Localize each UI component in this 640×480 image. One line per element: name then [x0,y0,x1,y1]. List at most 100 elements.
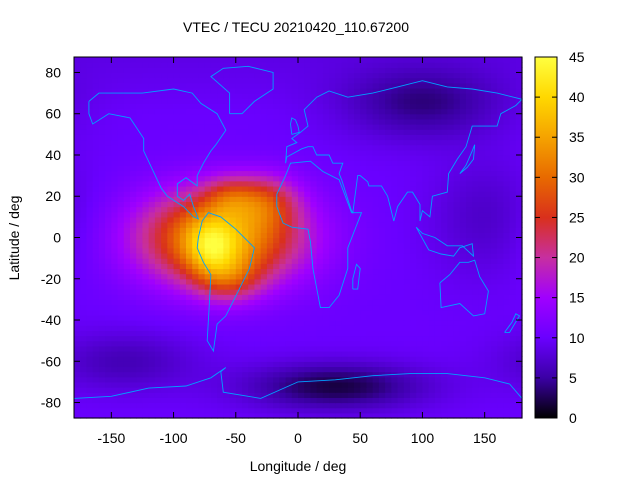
heatmap-cell [148,407,156,414]
heatmap-cell [260,304,268,311]
heatmap-cell [142,402,150,409]
heatmap-cell [316,118,324,125]
heatmap-cell [490,304,498,311]
heatmap-cell [397,335,405,342]
heatmap-cell [291,170,299,177]
heatmap-cell [410,154,417,161]
heatmap-cell [235,387,243,393]
heatmap-cell [86,289,94,295]
heatmap-cell [291,82,299,89]
heatmap-cell [192,412,200,419]
heatmap-cell [210,371,218,378]
heatmap-cell [484,77,492,84]
heatmap-cell [422,160,430,166]
heatmap-cell [242,124,249,130]
heatmap-cell [416,129,424,135]
heatmap-cell [248,361,256,368]
heatmap-cell [459,366,467,373]
heatmap-cell [354,278,361,285]
heatmap-cell [304,268,312,275]
heatmap-cell [447,356,455,362]
heatmap-cell [490,376,498,383]
heatmap-cell [360,160,368,166]
heatmap-cell [142,392,150,398]
heatmap-cell [167,278,175,285]
heatmap-cell [74,335,81,342]
heatmap-cell [123,330,131,337]
heatmap-cell [74,191,81,197]
heatmap-cell [422,294,430,300]
heatmap-cell [322,154,330,161]
heatmap-cell [254,180,262,187]
heatmap-cell [235,103,243,110]
heatmap-cell [130,252,137,259]
heatmap-cell [385,335,392,342]
heatmap-cell [434,67,442,74]
heatmap-cell [441,232,448,239]
heatmap-cell [434,330,442,337]
heatmap-cell [105,232,112,239]
heatmap-cell [235,320,243,326]
heatmap-cell [403,299,411,306]
heatmap-cell [310,124,318,130]
heatmap-cell [167,335,175,342]
heatmap-cell [354,144,361,151]
heatmap-cell [316,387,324,393]
heatmap-cell [117,361,125,368]
heatmap-cell [509,263,517,270]
heatmap-cell [497,62,504,68]
heatmap-cell [186,232,193,239]
heatmap-cell [273,345,280,352]
heatmap-cell [310,335,318,342]
heatmap-cell [123,268,131,275]
heatmap-cell [441,72,448,79]
heatmap-cell [478,325,486,331]
heatmap-cell [105,227,112,233]
heatmap-cell [229,340,237,347]
heatmap-cell [198,134,206,141]
heatmap-cell [416,273,424,280]
heatmap-cell [410,93,417,99]
heatmap-cell [397,366,405,373]
heatmap-cell [322,62,330,68]
heatmap-cell [434,124,442,130]
heatmap-cell [372,402,380,409]
heatmap-cell [347,154,355,161]
heatmap-cell [167,366,175,373]
heatmap-cell [484,113,492,120]
heatmap-cell [304,392,312,398]
heatmap-cell [273,232,280,239]
heatmap-cell [217,211,224,218]
heatmap-cell [322,185,330,192]
heatmap-cell [360,345,368,352]
heatmap-cell [98,273,106,280]
heatmap-cell [416,67,424,74]
heatmap-cell [497,175,504,182]
heatmap-cell [434,180,442,187]
heatmap-cell [105,222,112,228]
heatmap-cell [179,191,187,197]
heatmap-cell [403,340,411,347]
heatmap-cell [434,304,442,311]
heatmap-cell [142,149,150,156]
heatmap-cell [329,206,336,213]
heatmap-cell [472,381,480,388]
heatmap-cell [167,320,175,326]
heatmap-cell [204,376,212,383]
heatmap-cell [304,87,312,94]
heatmap-cell [341,361,349,368]
heatmap-cell [447,237,455,244]
heatmap-cell [316,196,324,202]
heatmap-cell [441,263,448,270]
heatmap-cell [453,237,461,244]
heatmap-cell [490,371,498,378]
heatmap-cell [285,98,293,105]
heatmap-cell [235,206,243,213]
heatmap-cell [136,361,144,368]
heatmap-cell [434,82,442,89]
heatmap-cell [80,160,88,166]
heatmap-cell [148,283,156,290]
heatmap-cell [167,175,175,182]
heatmap-cell [459,87,467,94]
heatmap-cell [366,108,374,115]
